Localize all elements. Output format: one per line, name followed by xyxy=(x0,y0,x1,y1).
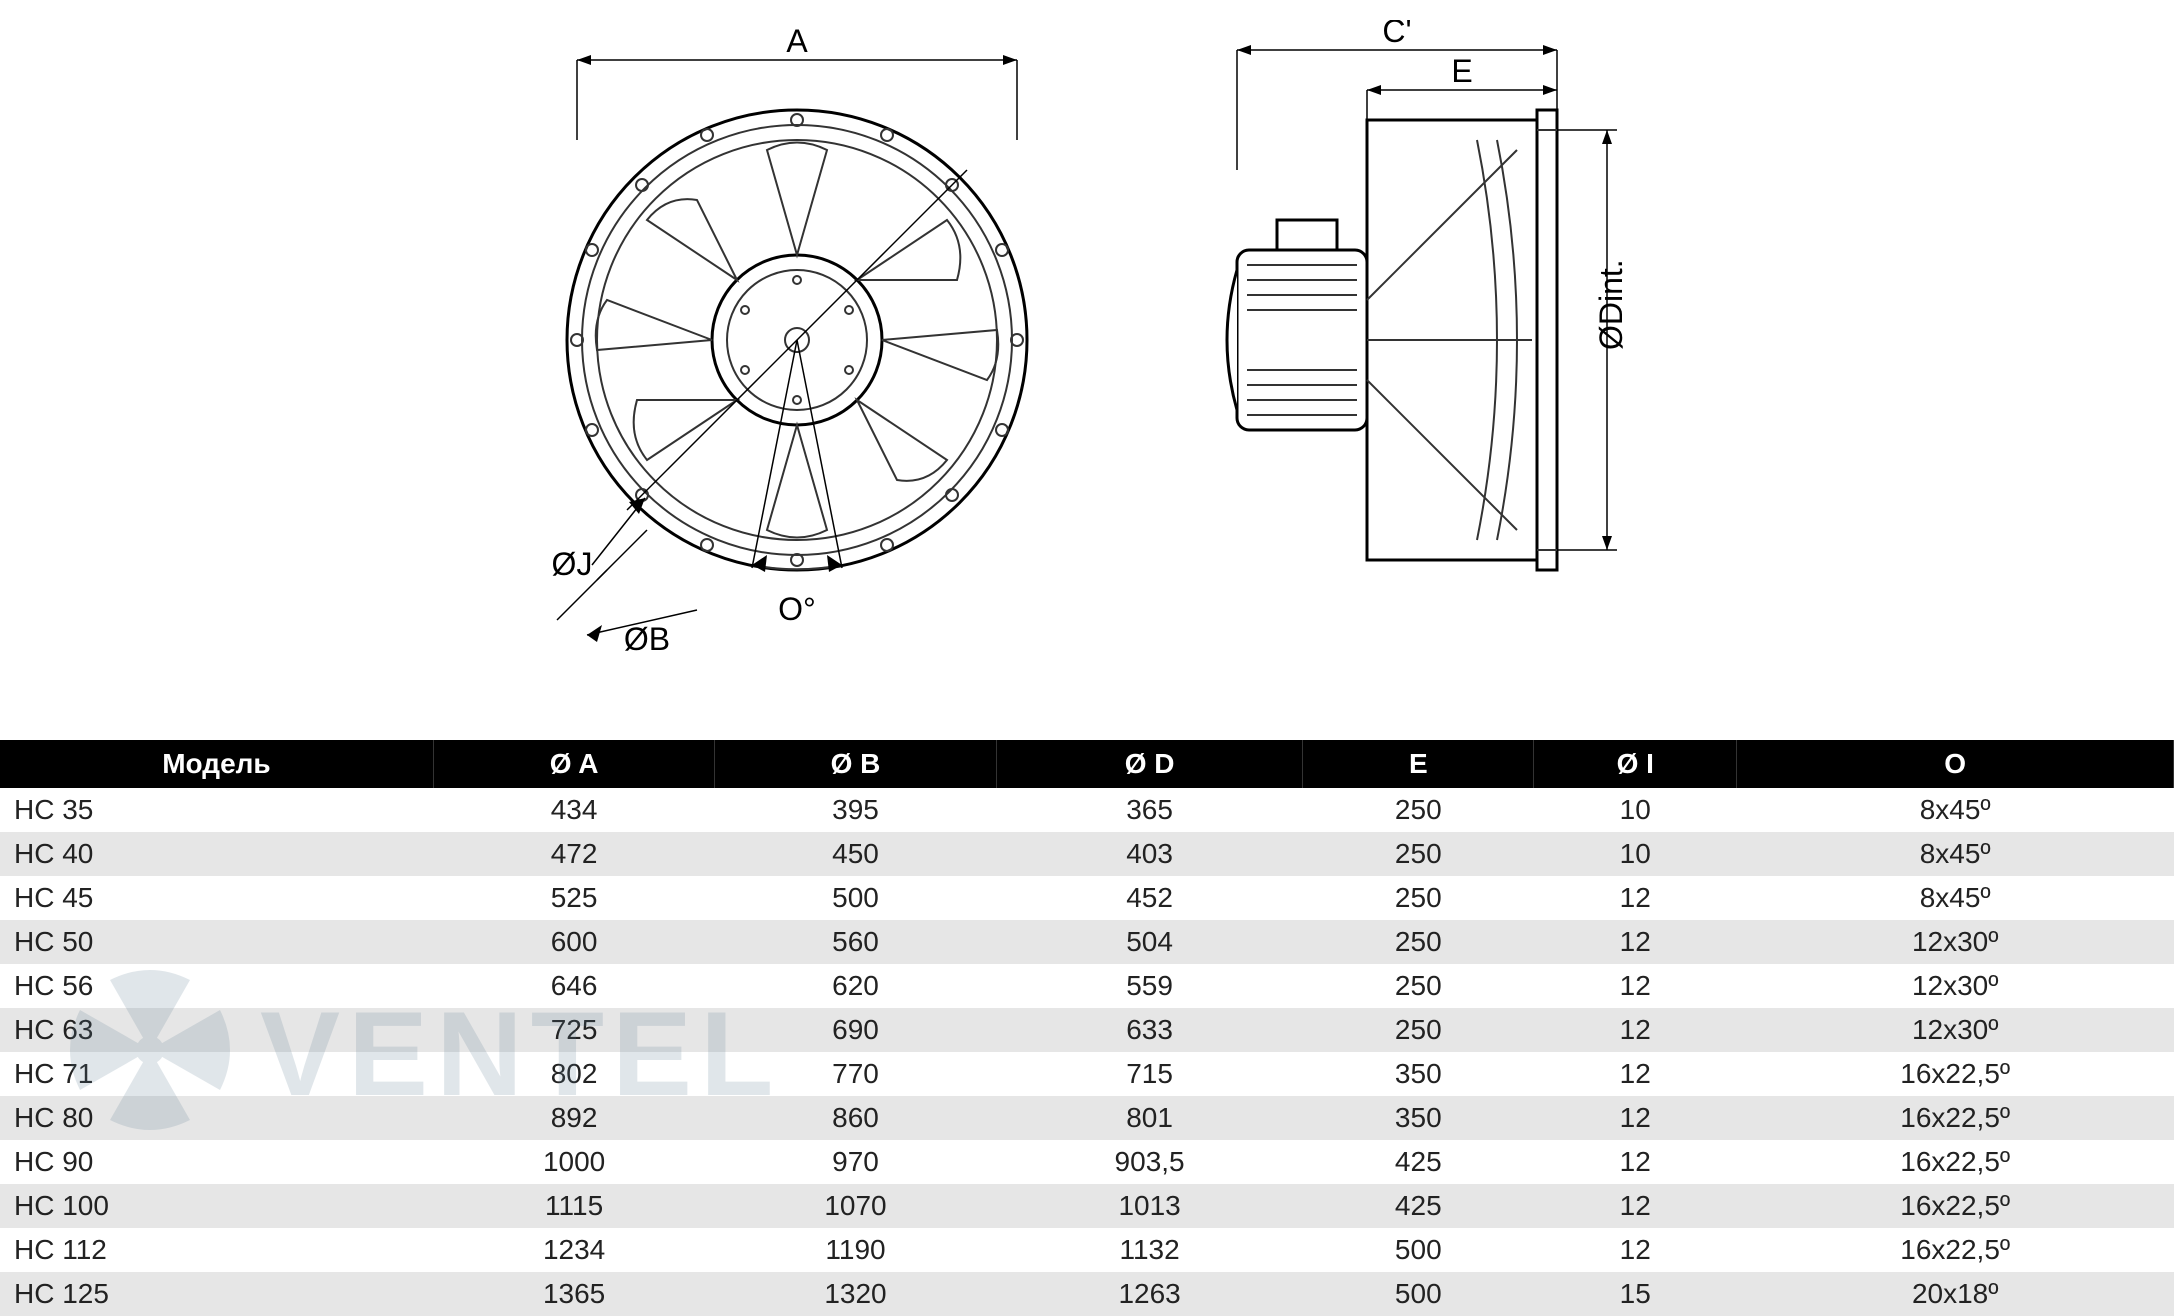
table-row: HC 718027707153501216x22,5º xyxy=(0,1052,2174,1096)
dim-label-a: A xyxy=(786,23,808,59)
col-a: Ø A xyxy=(433,740,714,788)
diagram-front-view: A xyxy=(497,20,1097,700)
table-row: HC 1121234119011325001216x22,5º xyxy=(0,1228,2174,1272)
col-i: Ø I xyxy=(1534,740,1737,788)
table-row: HC 35434395365250108x45º xyxy=(0,788,2174,832)
dimensions-table: Модель Ø A Ø B Ø D E Ø I O HC 3543439536… xyxy=(0,740,2174,1316)
diagram-area: A xyxy=(0,0,2174,720)
diagram-side-view: C' E xyxy=(1177,20,1677,700)
col-e: E xyxy=(1303,740,1534,788)
table-row: HC 506005605042501212x30º xyxy=(0,920,2174,964)
table-row: HC 40472450403250108x45º xyxy=(0,832,2174,876)
dimensions-table-wrap: Модель Ø A Ø B Ø D E Ø I O HC 3543439536… xyxy=(0,740,2174,1316)
dim-label-dint: ØDint. xyxy=(1593,259,1629,350)
dim-label-c: C' xyxy=(1382,20,1411,49)
table-row: HC 808928608013501216x22,5º xyxy=(0,1096,2174,1140)
table-row: HC 637256906332501212x30º xyxy=(0,1008,2174,1052)
table-body: HC 35434395365250108x45º HC 404724504032… xyxy=(0,788,2174,1316)
table-row: HC 901000970903,54251216x22,5º xyxy=(0,1140,2174,1184)
dim-label-b: ØB xyxy=(624,621,670,657)
col-b: Ø B xyxy=(715,740,996,788)
dim-label-e: E xyxy=(1451,53,1472,89)
table-row: HC 45525500452250128x45º xyxy=(0,876,2174,920)
col-o: O xyxy=(1737,740,2174,788)
col-d: Ø D xyxy=(996,740,1303,788)
side-view-svg: C' E xyxy=(1177,20,1677,700)
front-view-svg: A xyxy=(497,20,1097,700)
dim-label-o: O° xyxy=(778,591,816,627)
dim-label-j: ØJ xyxy=(552,546,593,582)
table-row: HC 1001115107010134251216x22,5º xyxy=(0,1184,2174,1228)
table-header-row: Модель Ø A Ø B Ø D E Ø I O xyxy=(0,740,2174,788)
col-model: Модель xyxy=(0,740,433,788)
table-row: HC 566466205592501212x30º xyxy=(0,964,2174,1008)
table-row: HC 1251365132012635001520x18º xyxy=(0,1272,2174,1316)
